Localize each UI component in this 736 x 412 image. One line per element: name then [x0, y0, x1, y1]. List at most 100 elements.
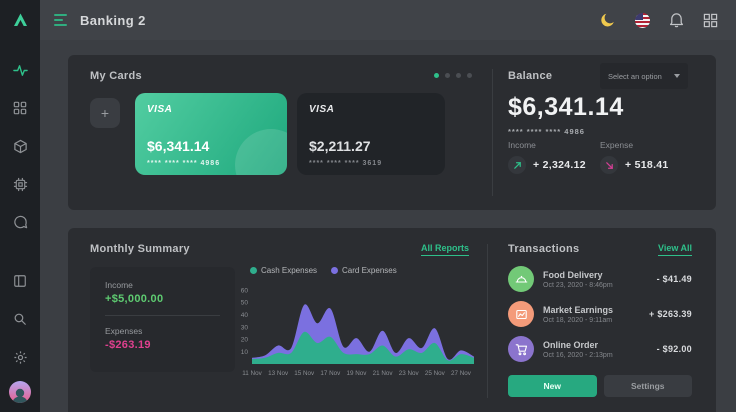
arrow-down-right-icon — [600, 156, 618, 174]
monthly-summary-section: Monthly Summary All Reports Income +$5,0… — [68, 228, 487, 412]
view-all-link[interactable]: View All — [657, 243, 692, 256]
transaction-row[interactable]: Market Earnings Oct 18, 2020 - 9:11am + … — [508, 301, 692, 327]
card-number: **** **** **** 3619 — [309, 160, 383, 167]
expenses-label: Expenses — [105, 326, 143, 336]
balance-amount: $6,341.14 — [508, 93, 624, 121]
chat-bubble-icon[interactable] — [12, 214, 28, 230]
dashboard-grid-icon[interactable] — [12, 100, 28, 116]
transactions-list: Food Delivery Oct 23, 2020 - 8:46pm - $4… — [508, 266, 692, 362]
app-logo[interactable] — [0, 0, 40, 40]
transaction-amount: + $263.39 — [649, 309, 692, 319]
svg-text:15 Nov: 15 Nov — [294, 370, 315, 377]
activity-icon[interactable] — [12, 62, 28, 78]
layout-sidebar-icon[interactable] — [12, 273, 28, 289]
transaction-row[interactable]: Online Order Oct 16, 2020 - 2:13pm - $92… — [508, 336, 692, 362]
svg-text:19 Nov: 19 Nov — [346, 370, 367, 377]
language-flag-icon[interactable] — [635, 12, 650, 28]
expense-value: + 518.41 — [625, 159, 669, 171]
transaction-date: Oct 23, 2020 - 8:46pm — [543, 281, 613, 289]
shopping-cart-icon — [508, 336, 534, 362]
card-brand: VISA — [147, 104, 173, 115]
add-card-button[interactable]: + — [90, 98, 120, 128]
settings-gear-icon[interactable] — [12, 349, 28, 365]
svg-text:20: 20 — [241, 337, 249, 344]
bank-card-secondary[interactable]: VISA $2,211.27 **** **** **** 3619 — [297, 93, 445, 175]
transactions-heading: Transactions — [508, 243, 580, 255]
notifications-bell-icon[interactable] — [669, 12, 684, 28]
svg-text:50: 50 — [241, 300, 249, 307]
settings-button[interactable]: Settings — [603, 375, 692, 397]
transaction-amount: - $92.00 — [656, 344, 692, 354]
chart-legend: Cash Expenses Card Expenses — [250, 266, 397, 275]
cpu-chip-icon[interactable] — [12, 176, 28, 192]
legend-dot — [331, 267, 339, 274]
package-box-icon[interactable] — [12, 138, 28, 154]
income-summary: Income + 2,324.12 — [508, 140, 586, 174]
transaction-title: Online Order — [543, 339, 599, 350]
cards-balance-panel: My Cards + VISA $6,341.14 **** **** ****… — [68, 55, 716, 210]
svg-text:40: 40 — [241, 312, 249, 319]
sidebar — [0, 0, 40, 412]
summary-transactions-panel: Monthly Summary All Reports Income +$5,0… — [68, 228, 716, 412]
food-cloche-icon — [508, 266, 534, 292]
new-button[interactable]: New — [508, 375, 597, 397]
svg-text:17 Nov: 17 Nov — [320, 370, 341, 377]
transaction-amount: - $41.49 — [656, 274, 692, 284]
card-number: **** **** **** 4986 — [147, 160, 221, 167]
transactions-section: Transactions View All Food Delivery Oct … — [508, 228, 692, 412]
my-cards-section: My Cards + VISA $6,341.14 **** **** ****… — [68, 55, 492, 210]
chevron-down-icon — [674, 74, 680, 78]
transaction-row[interactable]: Food Delivery Oct 23, 2020 - 8:46pm - $4… — [508, 266, 692, 292]
transaction-date: Oct 18, 2020 - 9:11am — [543, 316, 613, 324]
svg-text:60: 60 — [241, 287, 249, 294]
income-value: +$5,000.00 — [105, 293, 164, 305]
svg-text:30: 30 — [241, 324, 249, 331]
page-title: Banking 2 — [80, 12, 146, 28]
svg-text:23 Nov: 23 Nov — [399, 370, 420, 377]
panel-divider — [487, 244, 488, 398]
menu-hamburger-icon[interactable] — [54, 14, 67, 26]
carousel-dot[interactable] — [467, 73, 472, 78]
balance-select[interactable]: Select an option — [600, 63, 688, 89]
bank-card-primary[interactable]: VISA $6,341.14 **** **** **** 4986 — [135, 93, 287, 175]
divider — [105, 315, 220, 316]
income-value: + 2,324.12 — [533, 159, 586, 171]
income-label: Income — [105, 280, 133, 290]
arrow-up-right-icon — [508, 156, 526, 174]
balance-heading: Balance — [508, 70, 553, 82]
select-value: Select an option — [608, 71, 662, 81]
expenses-area-chart: 10 20 30 40 50 60 11 Nov 13 Nov 15 Nov 17 Nov 19 N… — [236, 286, 476, 378]
dark-mode-moon-icon[interactable] — [600, 12, 616, 28]
balance-section: Balance Select an option $6,341.14 **** … — [508, 55, 688, 210]
all-reports-link[interactable]: All Reports — [420, 243, 469, 256]
svg-text:13 Nov: 13 Nov — [268, 370, 289, 377]
apps-grid-icon[interactable] — [703, 13, 718, 28]
expense-summary: Expense + 518.41 — [600, 140, 669, 174]
legend-item: Card Expenses — [331, 266, 397, 275]
card-brand: VISA — [309, 104, 335, 115]
svg-text:21 Nov: 21 Nov — [373, 370, 394, 377]
balance-card-number: **** **** **** 4986 — [508, 127, 585, 136]
income-expenses-box: Income +$5,000.00 Expenses -$263.19 — [90, 267, 235, 372]
legend-dot — [250, 267, 257, 274]
svg-text:10: 10 — [241, 349, 249, 356]
chart-canvas: 10 20 30 40 50 60 11 Nov 13 Nov 15 Nov 17 Nov 19 N… — [241, 287, 474, 377]
svg-text:11 Nov: 11 Nov — [242, 370, 262, 377]
user-avatar[interactable] — [9, 381, 31, 403]
svg-text:27 Nov: 27 Nov — [451, 370, 472, 377]
carousel-dot[interactable] — [434, 73, 439, 78]
card-amount: $2,211.27 — [309, 138, 371, 154]
topbar: Banking 2 — [40, 0, 736, 40]
card-carousel-dots — [434, 73, 472, 78]
carousel-dot[interactable] — [445, 73, 450, 78]
search-icon[interactable] — [12, 311, 28, 327]
my-cards-heading: My Cards — [90, 70, 142, 82]
svg-text:25 Nov: 25 Nov — [425, 370, 446, 377]
expenses-value: -$263.19 — [105, 339, 151, 351]
income-label: Income — [508, 140, 536, 150]
monthly-summary-heading: Monthly Summary — [90, 243, 190, 255]
transaction-title: Market Earnings — [543, 304, 614, 315]
carousel-dot[interactable] — [456, 73, 461, 78]
expense-label: Expense — [600, 140, 634, 150]
card-amount: $6,341.14 — [147, 138, 210, 154]
